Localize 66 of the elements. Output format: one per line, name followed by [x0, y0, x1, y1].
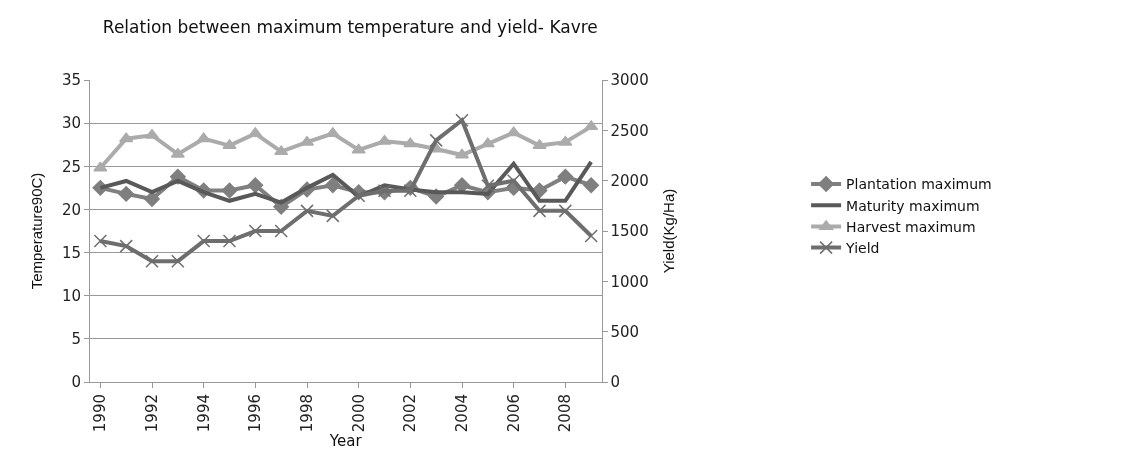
point [196, 132, 211, 143]
y2-axis-title: Yield(Kg/Ha) [659, 188, 677, 274]
legend-label: Maturity maximum [846, 197, 980, 214]
y-tick-label: 0 [71, 373, 81, 392]
point [248, 224, 263, 238]
legend-label: Harvest maximum [846, 218, 976, 235]
point [403, 137, 418, 148]
point [558, 135, 573, 146]
y-tick-label: 20 [61, 200, 81, 219]
point [532, 204, 547, 218]
point [532, 139, 547, 150]
y-tick-label: 15 [61, 243, 81, 262]
y-tick-label: 10 [61, 286, 81, 305]
x-tick-label: 1998 [297, 394, 316, 433]
point [326, 209, 340, 223]
x-tick-label: 1994 [194, 394, 213, 433]
x-tick-label: 2008 [556, 394, 575, 433]
point [324, 177, 341, 194]
x-tick-label: 1990 [91, 394, 110, 433]
y2-tick-label: 1500 [610, 222, 649, 241]
x-tick-label: 2004 [452, 394, 471, 433]
point [221, 182, 238, 199]
y-axis-title: Temperature90C) [28, 172, 46, 290]
point [274, 145, 289, 156]
y-tick-label: 35 [61, 71, 81, 90]
point [506, 126, 521, 137]
point [584, 120, 599, 131]
chart-title: Relation between maximum temperature and yield- Kavre [102, 16, 598, 37]
point [119, 132, 134, 143]
point [480, 137, 495, 148]
point [119, 239, 133, 253]
x-tick-label: 2000 [349, 394, 368, 433]
legend-label: Yield [845, 240, 880, 257]
point [558, 204, 573, 218]
point [351, 143, 366, 154]
point [171, 254, 185, 268]
point [170, 147, 185, 158]
x-axis-title: Year [328, 432, 363, 451]
x-tick-label: 2006 [504, 394, 523, 433]
point [247, 177, 264, 194]
point [481, 178, 495, 193]
y-tick-label: 5 [71, 330, 81, 349]
y-tick-label: 30 [61, 114, 81, 133]
point [196, 234, 211, 248]
point [222, 234, 237, 248]
point [145, 254, 159, 268]
y2-tick-label: 2000 [610, 171, 649, 190]
y2-tick-label: 2500 [610, 121, 649, 140]
point [583, 177, 600, 194]
point [118, 186, 135, 202]
legend-label: Plantation maximum [846, 176, 992, 193]
point [222, 139, 237, 150]
point [429, 133, 443, 148]
x-tick-label: 2002 [401, 394, 420, 433]
point [144, 191, 160, 207]
point [557, 168, 574, 185]
point [93, 161, 108, 172]
y2-tick-label: 1000 [610, 272, 649, 291]
point [584, 229, 598, 243]
x-tick-label: 1992 [142, 394, 161, 433]
y2-tick-label: 500 [610, 322, 640, 341]
y-tick-label: 25 [61, 157, 81, 176]
y2-tick-label: 0 [610, 373, 621, 392]
point [93, 234, 108, 248]
x-tick-label: 1996 [246, 394, 265, 433]
y2-tick-label: 3000 [610, 71, 649, 90]
